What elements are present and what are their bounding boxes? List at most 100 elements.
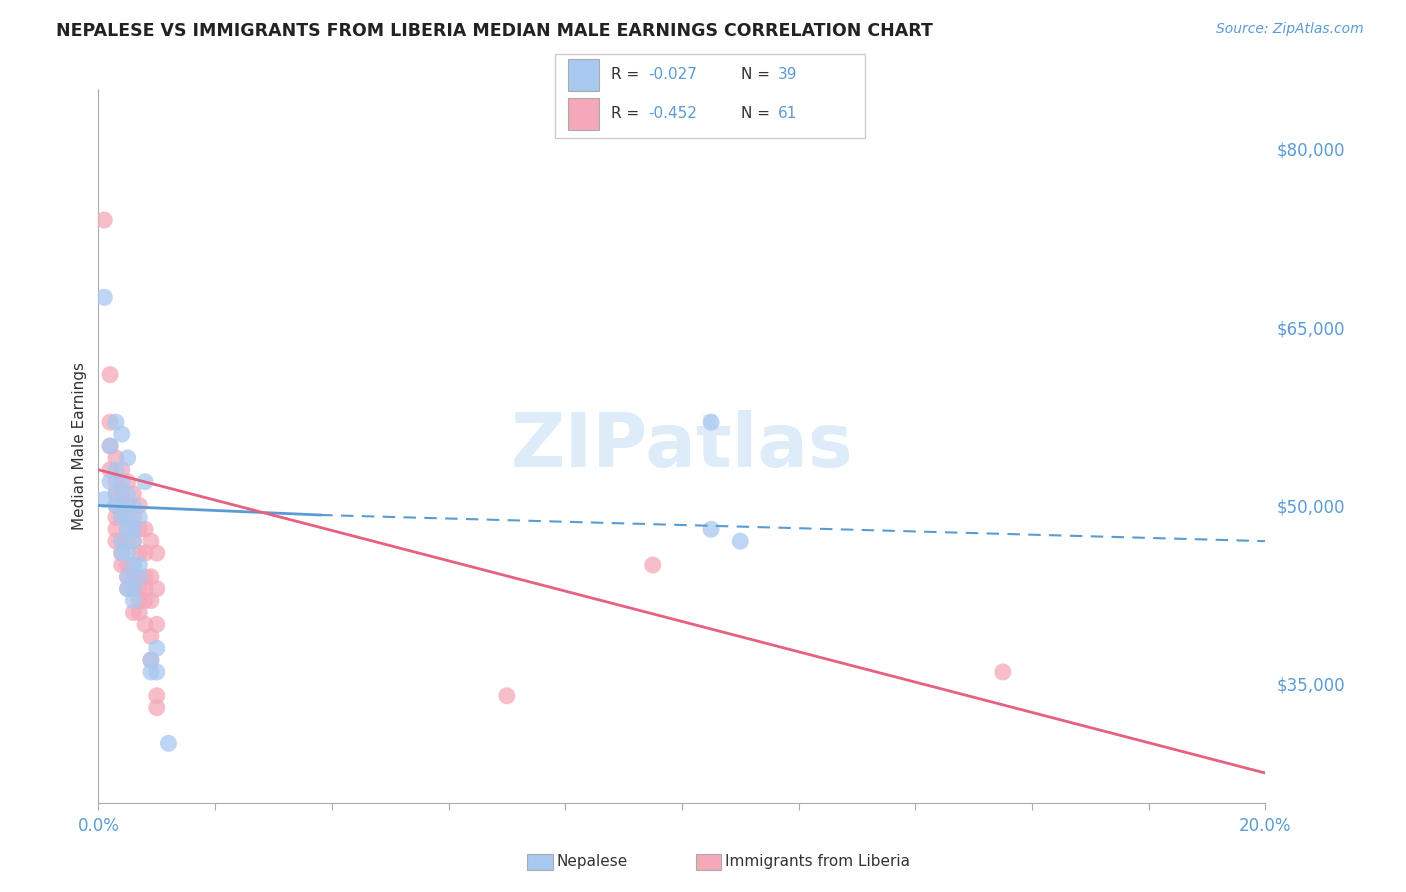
Point (117, 582, 139, 596)
Point (128, 499, 150, 513)
Point (139, 653, 162, 667)
Point (128, 546, 150, 560)
Text: Nepalese: Nepalese (557, 855, 628, 869)
Point (128, 606, 150, 620)
Point (98, 439, 121, 453)
Point (117, 475, 139, 489)
Text: N =: N = (741, 67, 775, 82)
Point (104, 534, 127, 549)
Point (117, 546, 139, 560)
Point (991, 665, 1014, 679)
Point (122, 606, 145, 620)
Point (111, 499, 134, 513)
Text: -0.027: -0.027 (648, 67, 697, 82)
Point (146, 641, 169, 656)
Text: 61: 61 (778, 106, 797, 121)
Point (104, 486, 127, 500)
Point (122, 510, 145, 524)
Point (122, 499, 145, 513)
Point (93, 492, 115, 507)
Point (700, 522, 723, 536)
Point (104, 415, 127, 429)
Point (117, 522, 139, 536)
Text: 39: 39 (778, 67, 797, 82)
Point (641, 558, 664, 572)
Point (146, 582, 169, 596)
Point (93, 213, 115, 227)
Point (146, 689, 169, 703)
Point (128, 570, 150, 584)
Point (111, 499, 134, 513)
Point (157, 736, 180, 750)
Point (139, 534, 162, 549)
Point (104, 510, 127, 524)
FancyBboxPatch shape (555, 54, 865, 138)
Point (111, 486, 134, 500)
Text: Immigrants from Liberia: Immigrants from Liberia (725, 855, 911, 869)
Point (700, 415, 723, 429)
Point (111, 510, 134, 524)
Point (128, 570, 150, 584)
Point (111, 546, 134, 560)
Point (104, 499, 127, 513)
Point (117, 510, 139, 524)
Point (146, 700, 169, 714)
Point (139, 665, 162, 679)
Point (117, 570, 139, 584)
Point (117, 486, 139, 500)
Point (134, 475, 156, 489)
Point (98, 475, 121, 489)
Point (104, 499, 127, 513)
Point (139, 593, 162, 607)
Point (122, 582, 145, 596)
Point (139, 629, 162, 643)
Point (122, 534, 145, 549)
Point (146, 617, 169, 632)
Point (122, 593, 145, 607)
Point (139, 570, 162, 584)
Point (122, 486, 145, 500)
Point (134, 582, 156, 596)
Point (111, 463, 134, 477)
Point (122, 570, 145, 584)
Point (111, 546, 134, 560)
Point (104, 450, 127, 465)
Text: -0.452: -0.452 (648, 106, 697, 121)
Text: Source: ZipAtlas.com: Source: ZipAtlas.com (1216, 22, 1364, 37)
Point (122, 522, 145, 536)
Point (104, 486, 127, 500)
Point (111, 475, 134, 489)
Point (495, 689, 517, 703)
FancyBboxPatch shape (568, 97, 599, 130)
Point (128, 558, 150, 572)
Point (134, 570, 156, 584)
Point (104, 522, 127, 536)
Point (117, 450, 139, 465)
Point (111, 534, 134, 549)
Point (98, 463, 121, 477)
Point (728, 534, 751, 549)
Point (104, 463, 127, 477)
Point (146, 546, 169, 560)
Point (134, 546, 156, 560)
Point (134, 617, 156, 632)
Point (111, 534, 134, 549)
Point (117, 570, 139, 584)
Point (117, 582, 139, 596)
Point (98, 415, 121, 429)
Text: N =: N = (741, 106, 775, 121)
FancyBboxPatch shape (568, 59, 599, 91)
Y-axis label: Median Male Earnings: Median Male Earnings (72, 362, 87, 530)
Point (104, 475, 127, 489)
Point (111, 427, 134, 442)
Point (134, 593, 156, 607)
Point (128, 522, 150, 536)
Point (111, 558, 134, 572)
Text: R =: R = (612, 67, 644, 82)
Point (134, 522, 156, 536)
Point (117, 534, 139, 549)
Point (117, 510, 139, 524)
Point (122, 582, 145, 596)
Point (139, 653, 162, 667)
Point (117, 499, 139, 513)
